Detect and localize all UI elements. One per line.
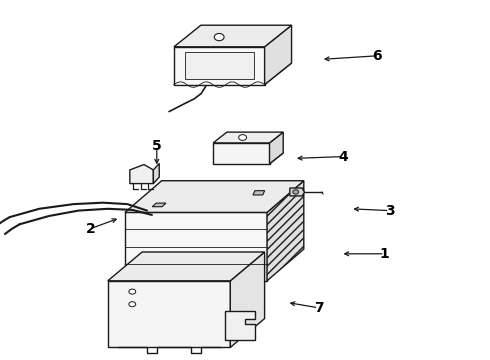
- Text: 5: 5: [152, 139, 162, 153]
- Text: 6: 6: [372, 49, 382, 63]
- Polygon shape: [174, 47, 265, 85]
- Polygon shape: [130, 165, 153, 184]
- Polygon shape: [174, 25, 292, 47]
- Circle shape: [293, 190, 298, 194]
- Polygon shape: [125, 181, 304, 212]
- Circle shape: [214, 33, 224, 41]
- Circle shape: [239, 135, 246, 140]
- Circle shape: [129, 302, 136, 307]
- Polygon shape: [253, 191, 265, 195]
- Polygon shape: [213, 143, 270, 164]
- Text: 7: 7: [314, 301, 323, 315]
- Text: 1: 1: [380, 247, 390, 261]
- Polygon shape: [267, 181, 304, 281]
- Polygon shape: [290, 188, 304, 196]
- Polygon shape: [213, 153, 283, 164]
- Text: 3: 3: [385, 204, 394, 217]
- Polygon shape: [265, 25, 292, 85]
- Polygon shape: [125, 212, 267, 281]
- Polygon shape: [152, 203, 166, 207]
- Circle shape: [129, 289, 136, 294]
- Polygon shape: [225, 311, 255, 340]
- Polygon shape: [185, 52, 254, 79]
- Polygon shape: [108, 281, 230, 347]
- Polygon shape: [174, 63, 292, 85]
- Text: 2: 2: [86, 222, 96, 235]
- Polygon shape: [108, 252, 265, 281]
- Polygon shape: [213, 132, 283, 143]
- Polygon shape: [270, 132, 283, 164]
- Polygon shape: [230, 252, 265, 347]
- Text: 4: 4: [338, 150, 348, 163]
- Polygon shape: [153, 163, 159, 184]
